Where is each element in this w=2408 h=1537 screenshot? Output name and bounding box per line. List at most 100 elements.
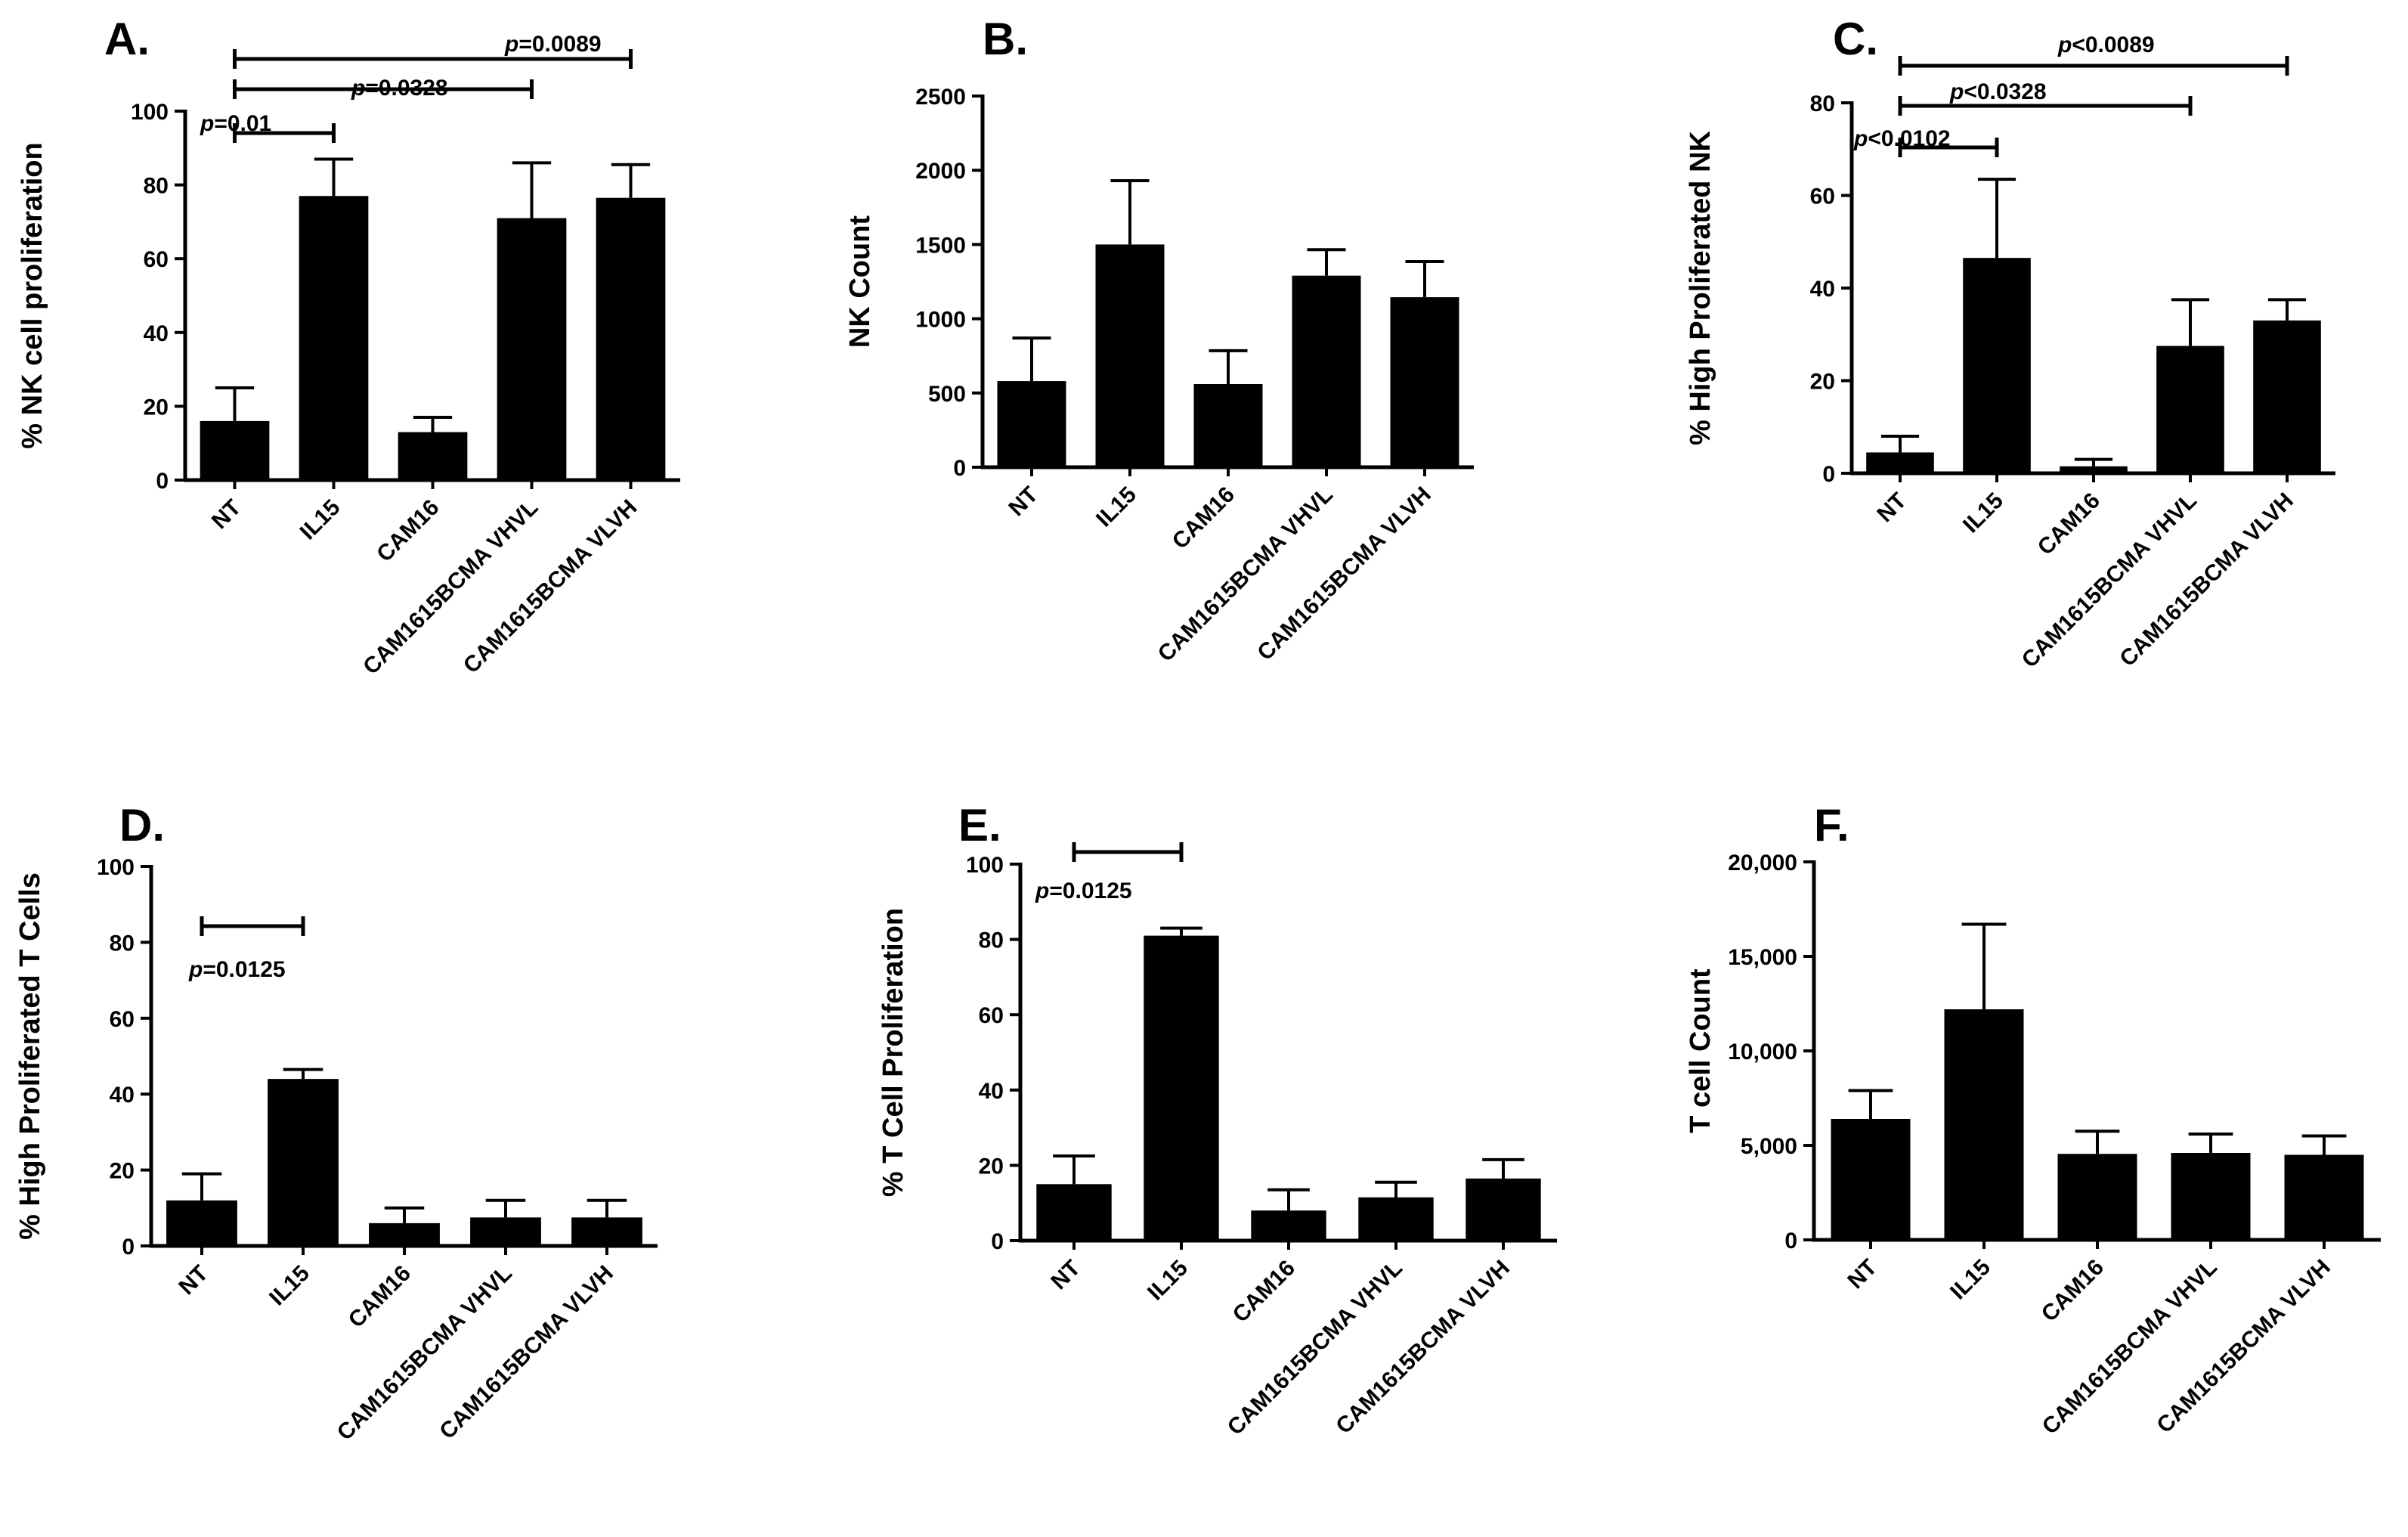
category-label: CAM1615BCMA VHVL bbox=[1153, 482, 1338, 667]
y-tick-label: 20,000 bbox=[1728, 851, 1797, 875]
category-label: CAM16 bbox=[1228, 1256, 1300, 1328]
y-tick-label: 5,000 bbox=[1741, 1134, 1797, 1159]
bar bbox=[268, 1079, 339, 1246]
bar bbox=[1944, 1009, 2024, 1240]
bar bbox=[1466, 1178, 1541, 1241]
category-label: NT bbox=[207, 495, 246, 535]
category-label: CAM16 bbox=[2033, 488, 2105, 560]
y-tick-label: 100 bbox=[966, 853, 1004, 878]
y-tick-label: 20 bbox=[110, 1159, 135, 1184]
bar bbox=[1390, 297, 1459, 467]
y-tick-label: 60 bbox=[110, 1007, 135, 1032]
bar bbox=[497, 218, 567, 480]
bar bbox=[2284, 1154, 2364, 1240]
category-label: IL15 bbox=[265, 1261, 314, 1311]
y-tick-label: 2500 bbox=[915, 85, 966, 110]
p-value-label: p=0.0328 bbox=[351, 76, 448, 101]
bar bbox=[200, 420, 270, 480]
bar bbox=[166, 1200, 237, 1246]
y-tick-label: 15,000 bbox=[1728, 945, 1797, 970]
category-label: NT bbox=[1046, 1256, 1085, 1295]
bar bbox=[1292, 275, 1361, 467]
category-label: CAM1615BCMA VLVH bbox=[459, 495, 642, 679]
panel-e: E. % T Cell Proliferation 0 20 40 60 80 100 NT IL… bbox=[877, 800, 1557, 1440]
category-label: CAM1615BCMA VHVL bbox=[358, 495, 543, 680]
category-label: NT bbox=[174, 1261, 213, 1300]
bar bbox=[1866, 452, 1934, 473]
y-tick-label: 20 bbox=[979, 1154, 1004, 1179]
category-label: CAM1615BCMA VHVL bbox=[2017, 488, 2202, 673]
category-label: CAM16 bbox=[344, 1261, 416, 1333]
bar bbox=[398, 432, 468, 480]
y-tick-label: 0 bbox=[1822, 462, 1835, 487]
bar bbox=[2171, 1153, 2251, 1240]
panel-a: A. % NK cell proliferation 0 20 40 60 80 100 NT I… bbox=[17, 14, 680, 680]
category-label: IL15 bbox=[1945, 1255, 1995, 1305]
y-tick-label: 2000 bbox=[915, 159, 966, 184]
bar bbox=[369, 1222, 440, 1246]
y-tick-label: 0 bbox=[156, 469, 169, 494]
category-label: NT bbox=[1872, 488, 1911, 528]
y-tick-label: 100 bbox=[97, 855, 135, 880]
y-axis-label: % T Cell Proliferation bbox=[877, 908, 909, 1197]
category-label: IL15 bbox=[1091, 482, 1141, 532]
panel-letter: E. bbox=[958, 800, 1001, 851]
y-axis-label: % High Proliferated NK bbox=[1685, 130, 1716, 445]
bar bbox=[1251, 1210, 1326, 1241]
category-label: IL15 bbox=[296, 495, 345, 545]
category-label: NT bbox=[1004, 482, 1043, 522]
bar bbox=[1095, 244, 1165, 467]
panel-f: F. T cell Count 0 5,000 10,000 15,000 20,000 NT… bbox=[1685, 800, 2381, 1439]
y-tick-label: 0 bbox=[953, 456, 966, 481]
bar bbox=[1831, 1119, 1911, 1240]
bar bbox=[2057, 1154, 2137, 1240]
p-value-label: p=0.0125 bbox=[1035, 879, 1132, 903]
bar bbox=[2156, 346, 2224, 473]
category-label: IL15 bbox=[1143, 1256, 1193, 1306]
bar bbox=[1358, 1197, 1434, 1241]
p-value-label: p=0.0089 bbox=[504, 32, 602, 57]
y-tick-label: 60 bbox=[1810, 184, 1835, 209]
y-tick-label: 0 bbox=[1784, 1229, 1797, 1253]
category-label: CAM16 bbox=[372, 495, 444, 567]
y-axis-label: NK Count bbox=[844, 215, 876, 349]
y-tick-label: 10,000 bbox=[1728, 1040, 1797, 1064]
category-label: CAM1615BCMA VHVL bbox=[1223, 1256, 1407, 1440]
y-tick-label: 0 bbox=[991, 1229, 1004, 1254]
category-label: IL15 bbox=[1958, 488, 2008, 538]
y-tick-label: 80 bbox=[1810, 91, 1835, 116]
panel-letter: A. bbox=[104, 14, 150, 64]
category-label: CAM16 bbox=[1168, 482, 1240, 554]
category-label: CAM1615BCMA VHVL bbox=[333, 1261, 517, 1446]
bar bbox=[2253, 320, 2321, 473]
y-tick-label: 100 bbox=[131, 100, 169, 125]
bar bbox=[596, 197, 666, 480]
p-value-label: p<0.0328 bbox=[1949, 79, 2047, 104]
bar bbox=[571, 1217, 642, 1246]
y-tick-label: 80 bbox=[979, 928, 1004, 953]
y-tick-label: 40 bbox=[1810, 277, 1835, 302]
y-axis-label: T cell Count bbox=[1685, 968, 1716, 1133]
y-tick-label: 1000 bbox=[915, 308, 966, 333]
category-label: NT bbox=[1843, 1255, 1882, 1294]
y-tick-label: 80 bbox=[144, 174, 169, 199]
y-axis-label: % NK cell proliferation bbox=[17, 142, 48, 448]
category-label: CAM1615BCMA VLVH bbox=[2115, 488, 2298, 672]
p-value-label: p=0.01 bbox=[200, 111, 271, 136]
p-value-label: p<0.0102 bbox=[1853, 126, 1951, 151]
bar bbox=[997, 381, 1066, 467]
category-label: CAM16 bbox=[2037, 1255, 2109, 1327]
bar bbox=[299, 196, 369, 480]
bar bbox=[1193, 384, 1263, 467]
category-label: CAM1615BCMA VLVH bbox=[1252, 482, 1436, 666]
y-tick-label: 20 bbox=[144, 395, 169, 420]
panel-letter: D. bbox=[119, 800, 165, 851]
y-tick-label: 20 bbox=[1810, 370, 1835, 395]
y-axis-label: % High Proliferated T Cells bbox=[14, 872, 46, 1240]
y-tick-label: 500 bbox=[928, 382, 966, 407]
p-value-label: p<0.0089 bbox=[2057, 33, 2155, 57]
y-tick-label: 40 bbox=[979, 1079, 1004, 1104]
